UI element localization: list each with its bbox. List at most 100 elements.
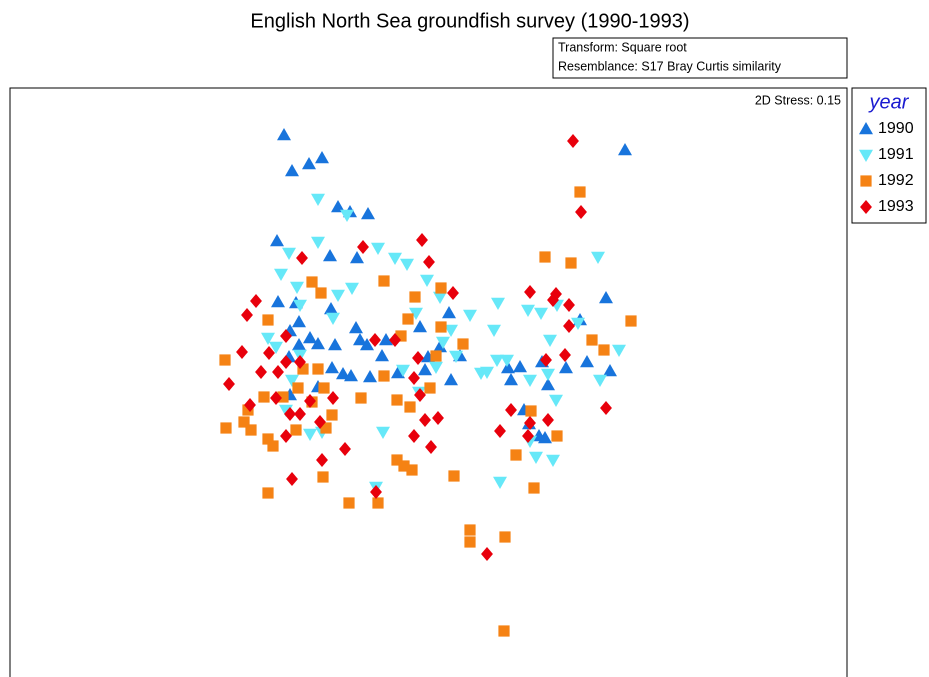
point [389, 333, 401, 347]
chart-title: English North Sea groundfish survey (199… [250, 10, 689, 32]
point [292, 338, 306, 351]
point [350, 251, 364, 264]
point [406, 464, 418, 476]
point [315, 151, 329, 164]
point [429, 361, 443, 374]
legend-marker [860, 175, 872, 187]
point [345, 282, 359, 295]
point [524, 285, 536, 299]
point [408, 371, 420, 385]
point [571, 317, 585, 330]
point [360, 338, 374, 351]
point [432, 411, 444, 425]
point [593, 374, 607, 387]
point [505, 403, 517, 417]
point [315, 287, 327, 299]
point [559, 361, 573, 374]
legend-label: 1992 [878, 172, 914, 189]
point [280, 355, 292, 369]
point [370, 485, 382, 499]
point [311, 337, 325, 350]
point [574, 186, 586, 198]
point [542, 413, 554, 427]
point [424, 382, 436, 394]
point [379, 333, 393, 346]
transform-note: Transform: Square root [558, 40, 687, 54]
point [425, 440, 437, 454]
legend-label: 1991 [878, 146, 914, 163]
point [285, 164, 299, 177]
point [311, 193, 325, 206]
point [302, 157, 316, 170]
legend-marker [859, 122, 873, 135]
point [464, 536, 476, 548]
point [316, 453, 328, 467]
point [436, 336, 450, 349]
point [504, 373, 518, 386]
point [599, 291, 613, 304]
point [241, 308, 253, 322]
point [303, 428, 317, 441]
point [408, 429, 420, 443]
point [444, 324, 458, 337]
point [272, 365, 284, 379]
point [238, 416, 250, 428]
point [510, 449, 522, 461]
point [290, 281, 304, 294]
point [549, 394, 563, 407]
point [331, 200, 345, 213]
point [474, 367, 488, 380]
point [529, 451, 543, 464]
point [409, 307, 423, 320]
point [413, 320, 427, 333]
point [541, 368, 555, 381]
point [414, 388, 426, 402]
point [563, 319, 575, 333]
point [618, 143, 632, 156]
point [435, 321, 447, 333]
point [376, 426, 390, 439]
point [258, 391, 270, 403]
point [498, 625, 510, 637]
point [464, 524, 476, 536]
point [331, 289, 345, 302]
point [284, 407, 296, 421]
point [303, 331, 317, 344]
point [261, 332, 275, 345]
point [323, 249, 337, 262]
point [269, 341, 283, 354]
legend-label: 1990 [878, 120, 914, 137]
point [282, 247, 296, 260]
point [290, 424, 302, 436]
point [292, 315, 306, 328]
point [343, 497, 355, 509]
point [449, 350, 463, 363]
point [361, 207, 375, 220]
point [591, 251, 605, 264]
point [448, 470, 460, 482]
point [500, 354, 514, 367]
point [388, 252, 402, 265]
point [391, 366, 405, 379]
point [524, 416, 536, 430]
point [378, 275, 390, 287]
point [304, 394, 316, 408]
point [600, 401, 612, 415]
point [255, 365, 267, 379]
point [262, 314, 274, 326]
point [563, 298, 575, 312]
point [493, 476, 507, 489]
point [625, 315, 637, 327]
point [339, 442, 351, 456]
point [296, 251, 308, 265]
point [270, 234, 284, 247]
point [294, 407, 306, 421]
point [285, 374, 299, 387]
point [357, 240, 369, 254]
point [378, 370, 390, 382]
point [404, 401, 416, 413]
point [280, 329, 292, 343]
point [340, 209, 354, 222]
point [522, 429, 534, 443]
